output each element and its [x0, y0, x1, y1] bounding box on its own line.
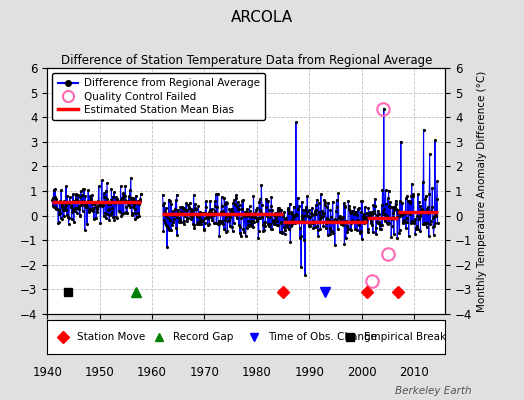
- Text: Station Move: Station Move: [77, 332, 145, 342]
- Y-axis label: Monthly Temperature Anomaly Difference (°C): Monthly Temperature Anomaly Difference (…: [477, 70, 487, 312]
- Title: Difference of Station Temperature Data from Regional Average: Difference of Station Temperature Data f…: [61, 54, 432, 67]
- Text: Record Gap: Record Gap: [172, 332, 233, 342]
- Text: ARCOLA: ARCOLA: [231, 10, 293, 25]
- Text: Time of Obs. Change: Time of Obs. Change: [268, 332, 377, 342]
- Text: Berkeley Earth: Berkeley Earth: [395, 386, 472, 396]
- Text: Empirical Break: Empirical Break: [364, 332, 446, 342]
- Legend: Difference from Regional Average, Quality Control Failed, Estimated Station Mean: Difference from Regional Average, Qualit…: [52, 73, 265, 120]
